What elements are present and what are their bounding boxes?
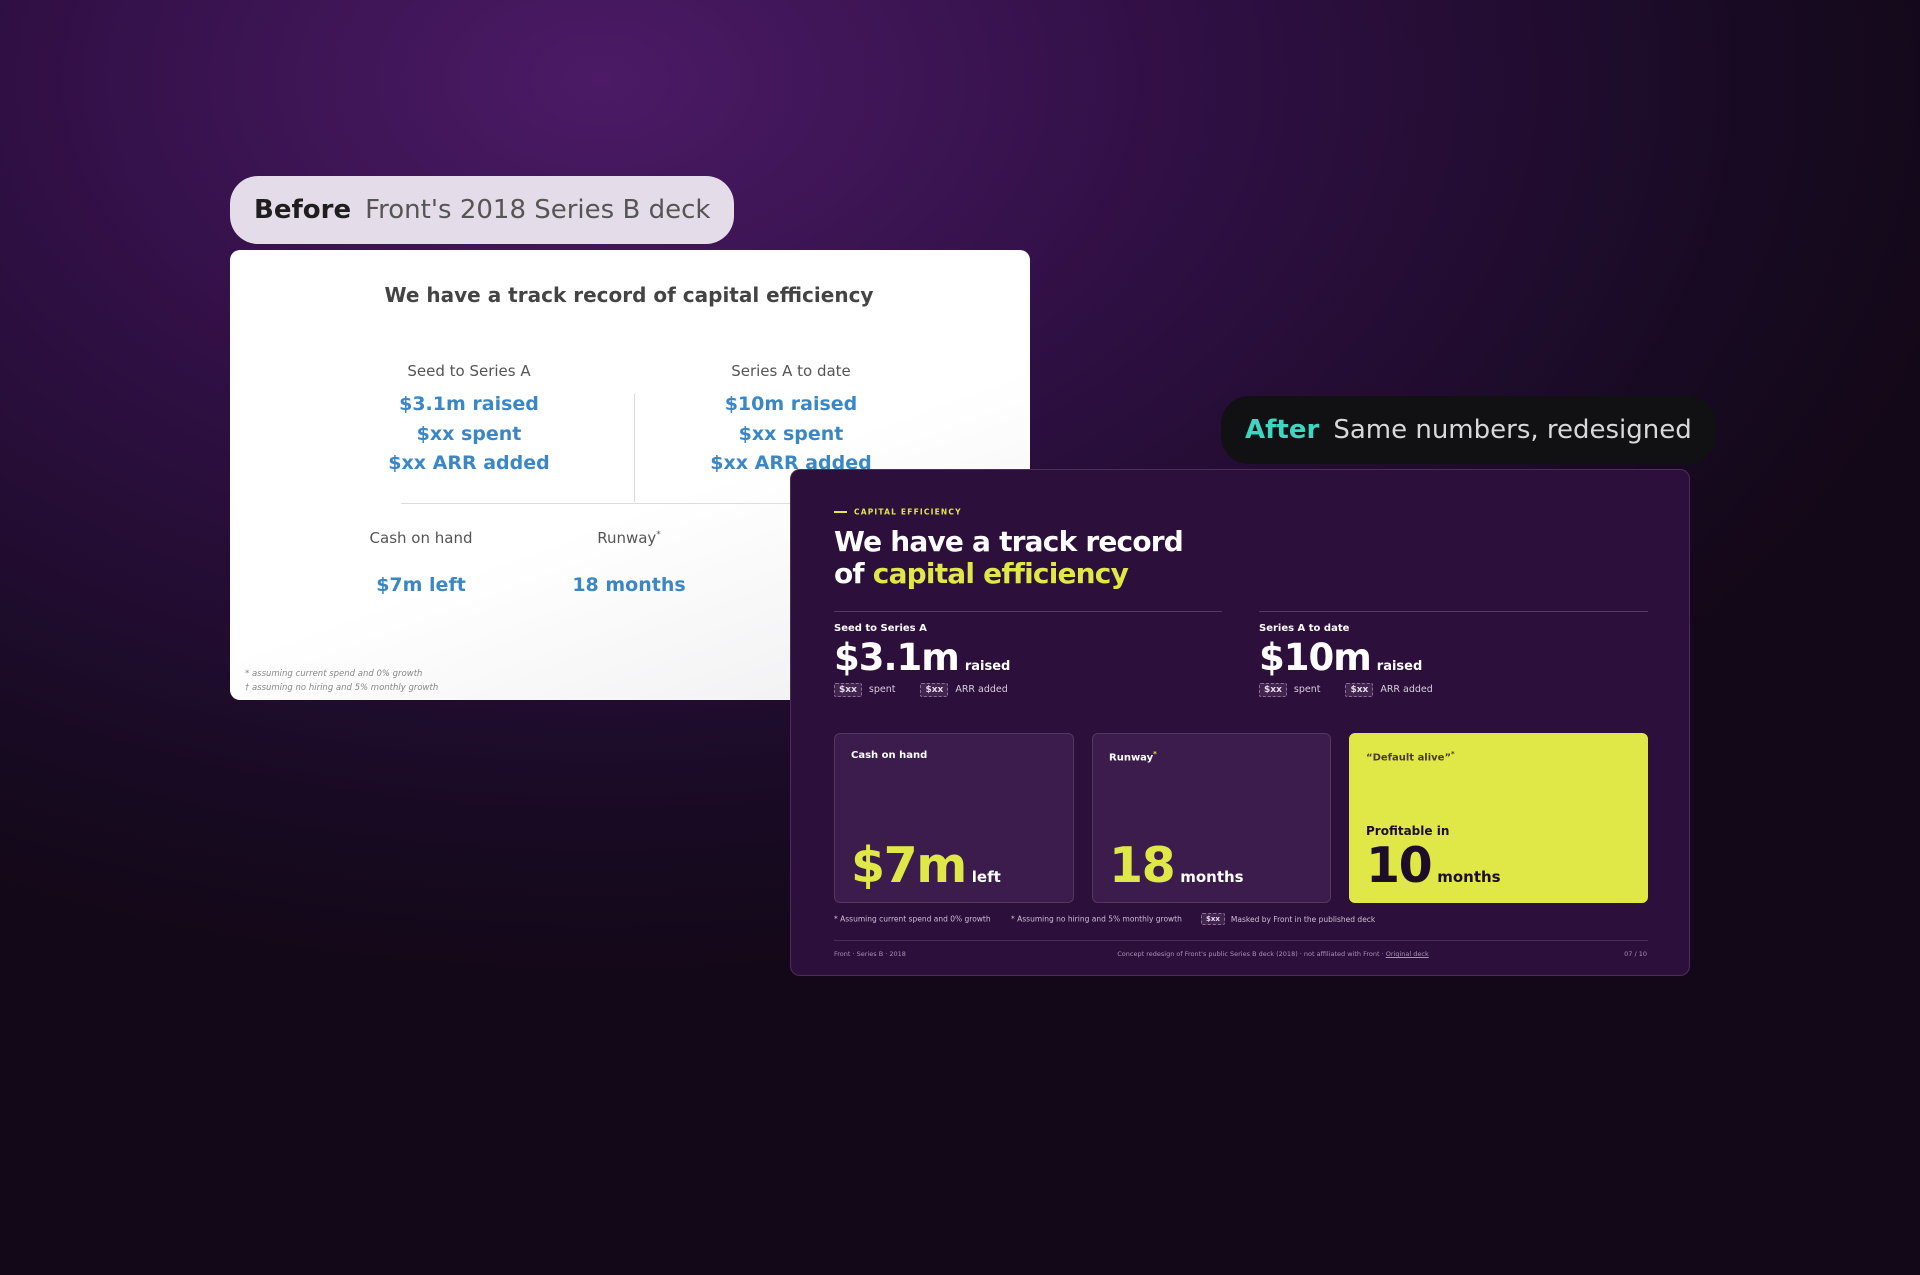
column-line: $xx ARR added [710, 452, 872, 474]
badge-caption: Front's 2018 Series B deck [365, 195, 711, 225]
card-value: 18 [1109, 837, 1176, 894]
card-value: $7m [851, 837, 967, 894]
footnote-mark: * [1153, 750, 1157, 758]
card-unit: months [1437, 868, 1501, 886]
divider [1259, 611, 1648, 612]
mask-tag: $xx [1201, 913, 1225, 925]
badge-label: Before [254, 195, 352, 225]
metric-label: Runway* [597, 529, 661, 547]
mask-tag: $xx [1345, 683, 1374, 697]
mask-tag: $xx [920, 683, 949, 697]
card-value: 10 [1366, 837, 1433, 894]
footnote-mark: * [1451, 750, 1455, 758]
label-text: Runway [597, 529, 657, 547]
stat-label: Series A to date [1259, 623, 1350, 634]
stat-unit: raised [964, 659, 1011, 674]
stat-value: $10m [1259, 636, 1372, 679]
column-line: $xx ARR added [388, 452, 550, 474]
title-highlight: capital efficiency [872, 557, 1129, 590]
stat-unit: raised [1376, 659, 1423, 674]
metric-value: 18 months [572, 574, 686, 596]
tag-text: ARR added [955, 684, 1008, 695]
slide-title: We have a track record of capital effici… [384, 283, 874, 307]
card-label: Cash on hand [851, 750, 928, 761]
column-label: Seed to Series A [407, 362, 531, 380]
footnote: † assuming no hiring and 5% monthly grow… [245, 683, 439, 693]
after-badge: After Same numbers, redesigned [1221, 396, 1716, 464]
mask-tag: $xx [834, 683, 862, 697]
tag-text: spent [1293, 684, 1321, 695]
badge-caption: Same numbers, redesigned [1333, 415, 1692, 445]
before-badge: Before Front's 2018 Series B deck [230, 176, 735, 244]
stat: Series A to date $10m raised $xx spent $xx A… [1259, 623, 1433, 697]
divider [834, 940, 1648, 941]
column-line: $xx spent [416, 423, 522, 445]
divider [634, 394, 635, 502]
metric-card: Cash on hand $7m left [834, 733, 1074, 903]
metric-value: $7m left [376, 574, 466, 596]
stat-label: Seed to Series A [834, 623, 927, 634]
title-text: of [834, 557, 865, 590]
card-label: “Default alive” [1366, 752, 1452, 764]
badge-label: After [1245, 415, 1320, 445]
title-line: We have a track record [834, 525, 1184, 558]
slide-title: We have a track record of capital effici… [834, 525, 1184, 590]
metric-card: Runway* 18 months [1092, 733, 1331, 903]
mask-tag: $xx [1259, 683, 1287, 697]
after-slide: CAPITAL EFFICIENCY We have a track recor… [790, 469, 1690, 976]
footer-link[interactable]: Original deck [1385, 950, 1429, 958]
metric-label: Cash on hand [369, 529, 473, 547]
stat: Seed to Series A $3.1m raised $xx spent $xx… [834, 623, 1010, 697]
eyebrow-dash [834, 511, 847, 513]
footer-left: Front · Series B · 2018 [834, 950, 906, 958]
tag-text: ARR added [1380, 684, 1433, 695]
column-line: $10m raised [724, 393, 858, 415]
footnote: Masked by Front in the published deck [1230, 914, 1376, 924]
card-sublabel: Profitable in [1366, 824, 1450, 838]
eyebrow: CAPITAL EFFICIENCY [854, 507, 962, 517]
stat-value: $3.1m [834, 636, 960, 679]
metric-card: “Default alive”* Profitable in 10 months [1349, 733, 1648, 903]
divider [834, 611, 1222, 612]
divider [401, 503, 1001, 504]
footnote: * Assuming current spend and 0% growth [834, 914, 991, 924]
card-unit: left [971, 868, 1001, 886]
footnote: * assuming current spend and 0% growth [245, 669, 423, 679]
footnote-mark: * [656, 530, 661, 540]
column-line: $3.1m raised [399, 393, 539, 415]
card-label: Runway [1109, 752, 1154, 764]
card-unit: months [1180, 868, 1244, 886]
column-label: Series A to date [731, 362, 851, 380]
footer-text: Concept redesign of Front's public Serie… [1117, 950, 1384, 958]
column-line: $xx spent [738, 423, 844, 445]
tag-text: spent [868, 684, 896, 695]
page-number: 07 / 10 [1624, 950, 1647, 958]
footer-center: Concept redesign of Front's public Serie… [1117, 950, 1428, 958]
footnote: * Assuming no hiring and 5% monthly grow… [1011, 914, 1182, 924]
